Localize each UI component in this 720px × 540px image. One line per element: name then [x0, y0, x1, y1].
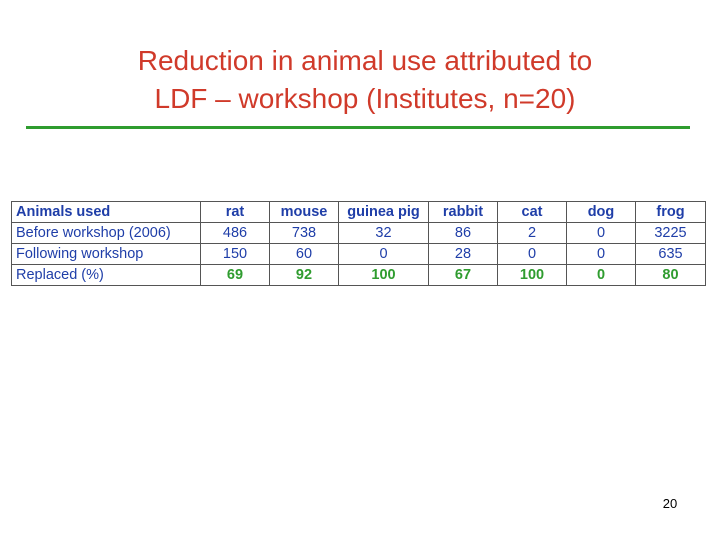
column-header-dog: dog	[566, 201, 636, 223]
table-header-row: Animals used rat mouse guinea pig rabbit…	[11, 201, 706, 223]
animal-use-table: Animals used rat mouse guinea pig rabbit…	[11, 201, 706, 286]
table-cell: 0	[338, 243, 429, 265]
percent-cell: 69	[200, 264, 270, 286]
table-cell: 0	[497, 243, 567, 265]
percent-cell: 92	[269, 264, 339, 286]
slide-title: Reduction in animal use attributed to LD…	[40, 42, 690, 118]
row-label: Following workshop	[11, 243, 201, 265]
table-cell: 32	[338, 222, 429, 244]
title-divider	[26, 126, 690, 129]
table-row-replaced-percent: Replaced (%) 69 92 100 67 100 0 80	[11, 264, 706, 286]
row-label: Replaced (%)	[11, 264, 201, 286]
percent-cell: 80	[635, 264, 706, 286]
table-cell: 3225	[635, 222, 706, 244]
slide-title-line-1: Reduction in animal use attributed to	[137, 45, 593, 76]
table-cell: 635	[635, 243, 706, 265]
percent-cell: 0	[566, 264, 636, 286]
column-header-animals-used: Animals used	[11, 201, 201, 223]
table-row-following-workshop: Following workshop 150 60 0 28 0 0 635	[11, 243, 706, 265]
table-row-before-workshop: Before workshop (2006) 486 738 32 86 2 0…	[11, 222, 706, 244]
percent-cell: 100	[338, 264, 429, 286]
percent-cell: 100	[497, 264, 567, 286]
row-label: Before workshop (2006)	[11, 222, 201, 244]
column-header-cat: cat	[497, 201, 567, 223]
table-cell: 28	[428, 243, 498, 265]
column-header-mouse: mouse	[269, 201, 339, 223]
column-header-rat: rat	[200, 201, 270, 223]
column-header-frog: frog	[635, 201, 706, 223]
table-cell: 150	[200, 243, 270, 265]
table-cell: 2	[497, 222, 567, 244]
table-cell: 60	[269, 243, 339, 265]
percent-cell: 67	[428, 264, 498, 286]
column-header-guinea-pig: guinea pig	[338, 201, 429, 223]
slide-title-line-2: LDF – workshop (Institutes, n=20)	[154, 83, 576, 114]
table-cell: 486	[200, 222, 270, 244]
table-cell: 86	[428, 222, 498, 244]
table-cell: 0	[566, 243, 636, 265]
column-header-rabbit: rabbit	[428, 201, 498, 223]
page-number: 20	[662, 496, 678, 511]
table-cell: 738	[269, 222, 339, 244]
table-cell: 0	[566, 222, 636, 244]
